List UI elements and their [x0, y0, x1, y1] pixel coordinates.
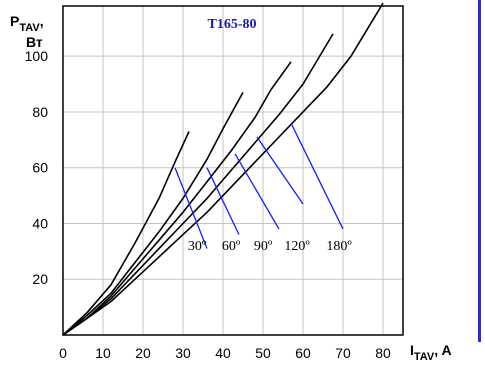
x-tick-label-8: 80	[375, 345, 391, 361]
y-tick-label-3: 80	[32, 104, 48, 120]
grid	[63, 6, 403, 335]
y-tick-label-1: 40	[32, 215, 48, 231]
x-tick-label-0: 0	[59, 345, 67, 361]
annotation-line-4	[290, 122, 344, 230]
x-axis-label: ITAV, A	[410, 342, 452, 363]
y-tick-label-4: 100	[25, 48, 49, 64]
angle-label-0: 30º	[188, 239, 207, 254]
series-group	[62, 2, 384, 336]
y-axis-label: PTAV,	[10, 13, 44, 34]
angle-label-1: 60º	[222, 239, 241, 254]
x-axis-label-main: I	[410, 342, 414, 358]
annotation-line-2	[234, 153, 280, 230]
annotation-group: 30º 60º 90º 120º 180º	[174, 122, 352, 254]
x-axis-label-unit: , A	[434, 342, 451, 358]
angle-label-2: 90º	[254, 239, 273, 254]
y-tick-label-2: 60	[32, 160, 48, 176]
y-axis-unit: Вт	[26, 34, 43, 50]
x-tick-label-2: 20	[135, 345, 151, 361]
x-tick-label-6: 60	[295, 345, 311, 361]
series-line-4	[62, 2, 384, 336]
x-tick-label-1: 10	[95, 345, 111, 361]
x-tick-label-5: 50	[255, 345, 271, 361]
annotation-line-0	[174, 167, 208, 249]
angle-label-3: 120º	[284, 239, 310, 254]
x-tick-label-4: 40	[215, 345, 231, 361]
annotation-line-1	[206, 167, 240, 235]
x-tick-label-3: 30	[175, 345, 191, 361]
y-axis-label-sub: TAV	[19, 22, 40, 34]
tick-labels: 0 10 20 30 40 50 60 70 80 20 40 60 80 100	[25, 48, 391, 361]
series-line-3	[62, 33, 334, 336]
accent-bar	[478, 0, 481, 342]
x-tick-label-7: 70	[335, 345, 351, 361]
y-axis-label-sep: ,	[40, 13, 44, 29]
angle-label-4: 180º	[326, 239, 352, 254]
series-line-2	[62, 61, 292, 336]
y-axis-label-main: P	[10, 13, 19, 29]
y-tick-label-0: 20	[32, 271, 48, 287]
plot-frame	[62, 5, 404, 336]
chart-title: T165-80	[208, 17, 257, 32]
series-line-1	[62, 92, 244, 336]
series-line-0	[62, 131, 190, 336]
annotation-line-3	[256, 136, 304, 205]
x-axis-label-sub: TAV	[414, 351, 435, 363]
